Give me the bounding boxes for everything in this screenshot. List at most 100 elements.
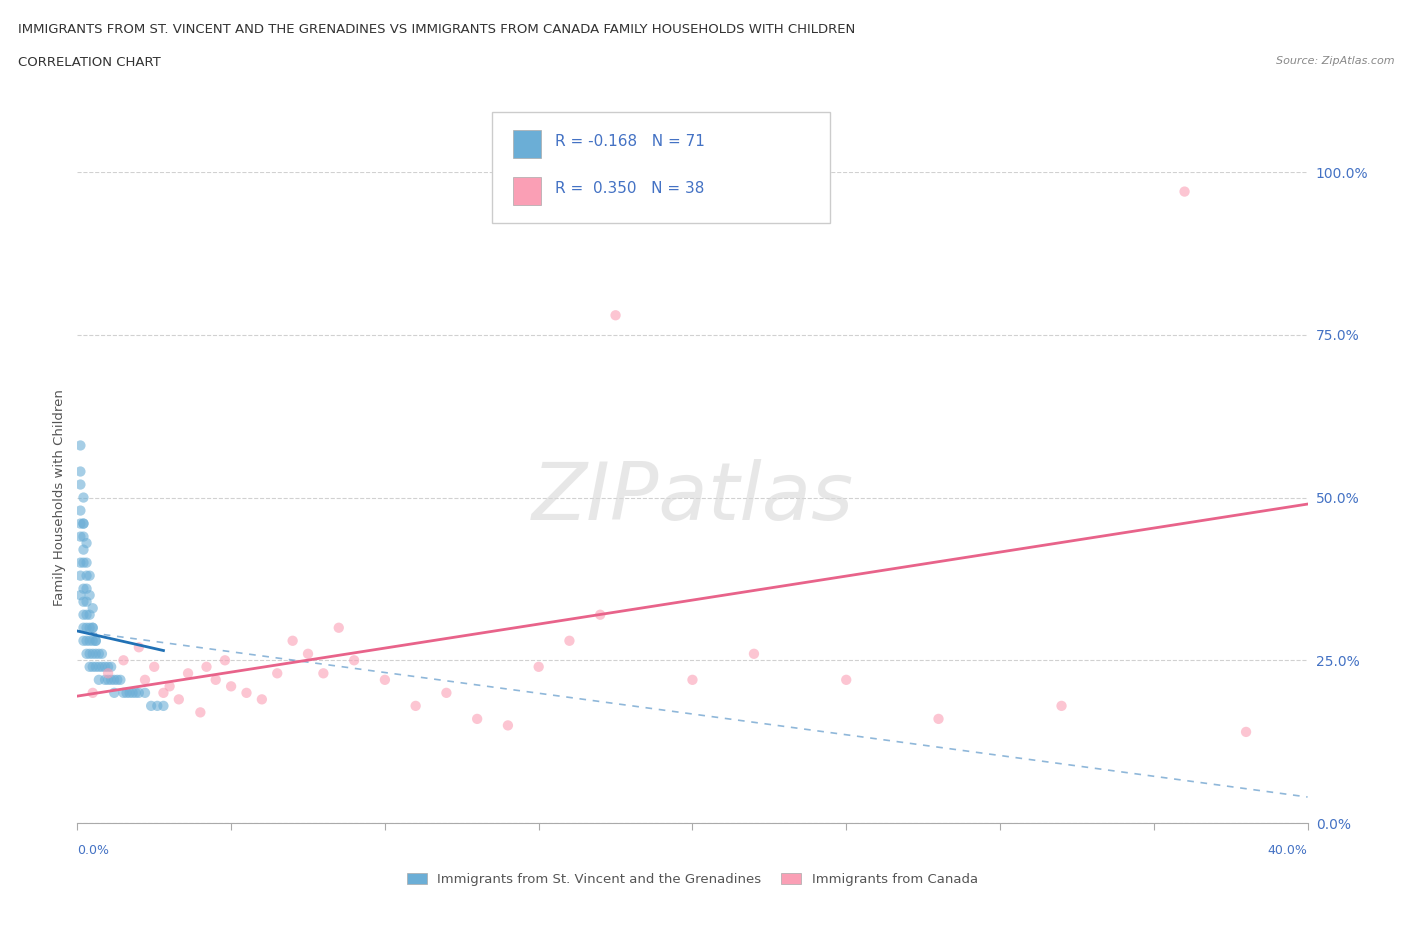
Point: [76, 568, 98, 583]
Point: [82, 601, 104, 616]
Text: R = -0.168   N = 71: R = -0.168 N = 71: [555, 135, 706, 150]
Point: [69, 503, 91, 518]
Legend: Immigrants from St. Vincent and the Grenadines, Immigrants from Canada: Immigrants from St. Vincent and the Gren…: [402, 868, 983, 891]
Point: [219, 679, 242, 694]
Point: [141, 698, 163, 713]
Point: [214, 653, 236, 668]
Point: [465, 711, 488, 726]
Point: [159, 679, 181, 694]
Point: [69, 529, 91, 544]
Point: [79, 659, 101, 674]
Point: [79, 588, 101, 603]
Point: [343, 653, 366, 668]
Point: [76, 536, 98, 551]
Point: [128, 640, 150, 655]
Point: [82, 646, 104, 661]
Text: CORRELATION CHART: CORRELATION CHART: [18, 56, 162, 69]
Point: [79, 568, 101, 583]
Point: [152, 685, 174, 700]
Point: [436, 685, 458, 700]
Point: [69, 555, 91, 570]
Point: [69, 438, 91, 453]
Text: 0.0%: 0.0%: [77, 844, 110, 857]
Point: [76, 633, 98, 648]
Point: [100, 672, 122, 687]
Point: [103, 685, 125, 700]
Point: [281, 633, 304, 648]
Point: [328, 620, 350, 635]
Point: [1174, 184, 1197, 199]
Point: [82, 620, 104, 635]
Point: [105, 672, 128, 687]
Point: [76, 620, 98, 635]
Point: [128, 685, 150, 700]
Point: [558, 633, 581, 648]
Point: [72, 594, 94, 609]
Point: [69, 568, 91, 583]
Point: [835, 672, 858, 687]
Point: [97, 659, 120, 674]
Point: [195, 659, 218, 674]
Point: [72, 607, 94, 622]
Point: [118, 685, 141, 700]
Point: [928, 711, 950, 726]
Point: [79, 646, 101, 661]
Point: [76, 594, 98, 609]
Y-axis label: Family Households with Children: Family Households with Children: [53, 389, 66, 606]
Point: [134, 685, 156, 700]
Text: R =  0.350   N = 38: R = 0.350 N = 38: [555, 180, 704, 196]
Point: [84, 659, 107, 674]
Point: [82, 620, 104, 635]
Point: [87, 659, 110, 674]
Point: [72, 542, 94, 557]
Point: [82, 633, 104, 648]
Point: [72, 516, 94, 531]
Text: IMMIGRANTS FROM ST. VINCENT AND THE GRENADINES VS IMMIGRANTS FROM CANADA FAMILY : IMMIGRANTS FROM ST. VINCENT AND THE GREN…: [18, 23, 855, 36]
Point: [72, 516, 94, 531]
Point: [69, 588, 91, 603]
Point: [94, 672, 117, 687]
Point: [76, 555, 98, 570]
Point: [605, 308, 627, 323]
Point: [374, 672, 396, 687]
Point: [115, 685, 138, 700]
Point: [84, 633, 107, 648]
Point: [527, 659, 550, 674]
Point: [76, 607, 98, 622]
Point: [146, 698, 169, 713]
Point: [496, 718, 519, 733]
Point: [94, 659, 117, 674]
Point: [82, 685, 104, 700]
Point: [79, 607, 101, 622]
Point: [297, 646, 319, 661]
Point: [97, 672, 120, 687]
Point: [235, 685, 257, 700]
Point: [177, 666, 200, 681]
Point: [90, 659, 114, 674]
Point: [69, 477, 91, 492]
Point: [266, 666, 288, 681]
Point: [112, 685, 135, 700]
Point: [167, 692, 190, 707]
Point: [125, 685, 148, 700]
Point: [84, 646, 107, 661]
Point: [72, 633, 94, 648]
Point: [72, 555, 94, 570]
Point: [204, 672, 226, 687]
Point: [72, 490, 94, 505]
Point: [87, 672, 110, 687]
Text: 40.0%: 40.0%: [1268, 844, 1308, 857]
Point: [1050, 698, 1073, 713]
Point: [682, 672, 704, 687]
Point: [152, 698, 174, 713]
Point: [134, 672, 156, 687]
Point: [82, 659, 104, 674]
Point: [742, 646, 765, 661]
Text: Source: ZipAtlas.com: Source: ZipAtlas.com: [1277, 56, 1395, 66]
Point: [312, 666, 335, 681]
Point: [405, 698, 427, 713]
Point: [84, 633, 107, 648]
Point: [90, 646, 114, 661]
Point: [79, 633, 101, 648]
Point: [188, 705, 212, 720]
